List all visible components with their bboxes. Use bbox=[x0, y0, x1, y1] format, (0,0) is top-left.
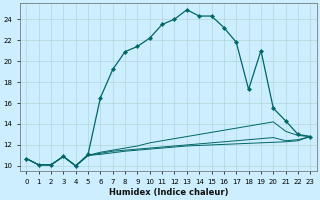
X-axis label: Humidex (Indice chaleur): Humidex (Indice chaleur) bbox=[108, 188, 228, 197]
